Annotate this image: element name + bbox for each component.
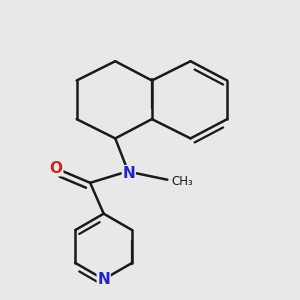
- Text: N: N: [97, 272, 110, 287]
- Text: N: N: [122, 166, 135, 181]
- Text: CH₃: CH₃: [171, 175, 193, 188]
- Text: O: O: [50, 160, 63, 175]
